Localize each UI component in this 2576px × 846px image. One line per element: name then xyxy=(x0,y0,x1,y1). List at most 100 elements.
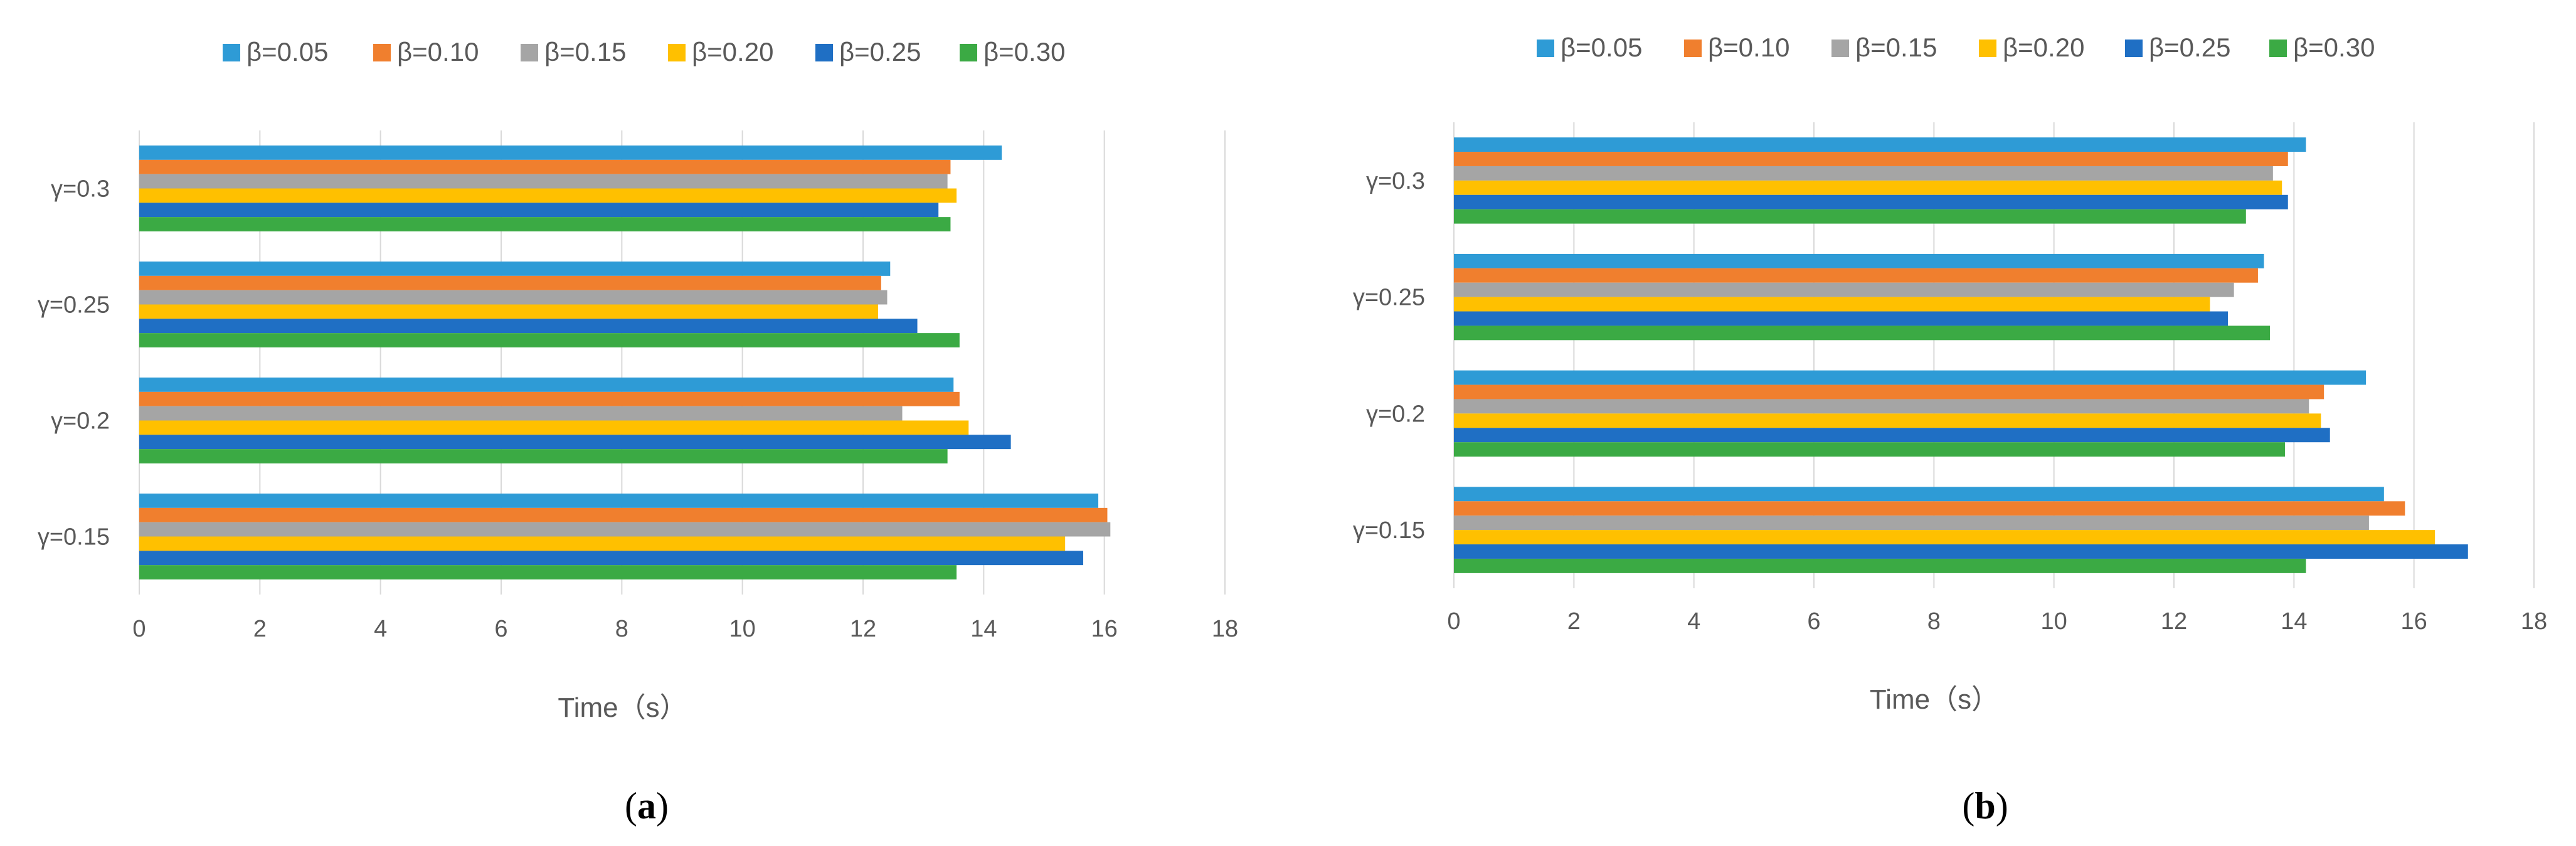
bar xyxy=(139,145,1002,160)
bar xyxy=(139,522,1111,537)
bar xyxy=(139,536,1066,551)
y-category-label: γ=0.3 xyxy=(1366,168,1425,194)
x-tick-label: 16 xyxy=(2401,608,2427,635)
x-tick-label: 16 xyxy=(1091,616,1118,642)
bar xyxy=(139,551,1084,566)
bar xyxy=(1454,282,2234,297)
x-tick-label: 10 xyxy=(729,616,756,642)
x-tick-label: 18 xyxy=(2521,608,2547,635)
bar xyxy=(139,304,879,319)
bar xyxy=(1454,325,2271,341)
x-tick-label: 6 xyxy=(494,616,507,642)
chart-panel-a: 0 2 4 6 8 10 12 14 16 18 Time（s） γ=0.15 γ=0.2 γ=0.25 γ… xyxy=(38,37,1238,827)
y-category-label: γ=0.25 xyxy=(1353,285,1425,311)
legend-label: β=0.25 xyxy=(2149,33,2230,62)
legend-label: β=0.05 xyxy=(1561,33,1642,62)
legend-label: β=0.15 xyxy=(1855,33,1937,62)
x-axis-title: Time（s） xyxy=(1870,684,1999,715)
bar xyxy=(139,174,948,189)
legend-swatch xyxy=(373,44,391,61)
legend-label: β=0.10 xyxy=(1708,33,1789,62)
x-axis-title: Time（s） xyxy=(558,692,687,723)
panel-label: (a) xyxy=(625,785,669,827)
legend-swatch xyxy=(1979,40,1996,57)
bar xyxy=(1454,152,2288,166)
y-category-label: γ=0.3 xyxy=(51,176,110,203)
bar xyxy=(139,507,1108,522)
bar xyxy=(139,565,957,579)
bar xyxy=(139,391,960,406)
bar xyxy=(1454,544,2468,559)
bar xyxy=(1454,530,2436,545)
bar xyxy=(1454,370,2367,385)
legend-label: β=0.30 xyxy=(983,37,1065,66)
bar xyxy=(139,275,881,290)
bar xyxy=(1454,268,2258,283)
bar xyxy=(1454,311,2229,326)
x-tick-label: 4 xyxy=(374,616,387,642)
bar xyxy=(1454,399,2309,414)
x-tick-label: 8 xyxy=(615,616,628,642)
legend-label: β=0.10 xyxy=(397,37,479,66)
bar xyxy=(1454,428,2330,443)
x-tick-label: 12 xyxy=(850,616,876,642)
bar xyxy=(1454,180,2282,195)
bar xyxy=(1454,194,2288,209)
x-tick-label: 0 xyxy=(1447,608,1460,635)
bar xyxy=(1454,384,2324,399)
bar xyxy=(139,333,960,347)
legend-swatch xyxy=(815,44,833,61)
x-tick-label: 10 xyxy=(2041,608,2067,635)
bar xyxy=(139,319,918,334)
legend-label: β=0.30 xyxy=(2293,33,2375,62)
y-category-label: γ=0.2 xyxy=(51,408,110,435)
bar xyxy=(1454,558,2306,573)
x-tick-label: 6 xyxy=(1807,608,1820,635)
bar xyxy=(1454,253,2264,268)
bar xyxy=(1454,516,2369,531)
legend-swatch xyxy=(521,44,538,61)
panel-label: (b) xyxy=(1962,785,2008,827)
x-tick-label: 14 xyxy=(970,616,997,642)
legend-label: β=0.05 xyxy=(246,37,328,66)
legend-label: β=0.20 xyxy=(2003,33,2084,62)
bar xyxy=(139,188,957,203)
bar xyxy=(139,420,969,435)
x-tick-label: 18 xyxy=(1212,616,1238,642)
bar xyxy=(1454,487,2384,502)
bar xyxy=(1454,501,2405,516)
bar xyxy=(1454,297,2210,312)
bar xyxy=(1454,413,2321,428)
legend-label: β=0.25 xyxy=(839,37,921,66)
bar xyxy=(139,217,951,231)
x-tick-label: 4 xyxy=(1687,608,1700,635)
y-category-label: γ=0.25 xyxy=(38,292,110,319)
bar xyxy=(139,378,954,392)
x-tick-label: 2 xyxy=(253,616,267,642)
legend-swatch xyxy=(1684,40,1702,57)
bar xyxy=(1454,209,2246,224)
legend-swatch xyxy=(960,44,977,61)
chart-panel-b: 0 2 4 6 8 10 12 14 16 18 Time（s） γ=0.15 γ=0.2 γ=0.25 γ… xyxy=(1353,33,2547,827)
legend-label: β=0.15 xyxy=(544,37,626,66)
bar xyxy=(139,203,939,218)
bar xyxy=(139,494,1099,508)
legend-swatch xyxy=(1831,40,1849,57)
bar xyxy=(139,262,891,276)
legend-label: β=0.20 xyxy=(692,37,773,66)
y-category-label: γ=0.2 xyxy=(1366,401,1425,427)
legend-swatch xyxy=(2125,40,2143,57)
x-tick-label: 12 xyxy=(2161,608,2187,635)
bar xyxy=(1454,166,2273,181)
legend-swatch xyxy=(2269,40,2287,57)
x-tick-label: 2 xyxy=(1567,608,1581,635)
y-category-label: γ=0.15 xyxy=(1353,517,1425,544)
bar xyxy=(139,406,903,421)
bar xyxy=(139,449,948,463)
legend-swatch xyxy=(223,44,240,61)
bar xyxy=(139,290,888,305)
x-tick-label: 0 xyxy=(132,616,146,642)
x-tick-label: 8 xyxy=(1927,608,1941,635)
x-tick-label: 14 xyxy=(2281,608,2307,635)
